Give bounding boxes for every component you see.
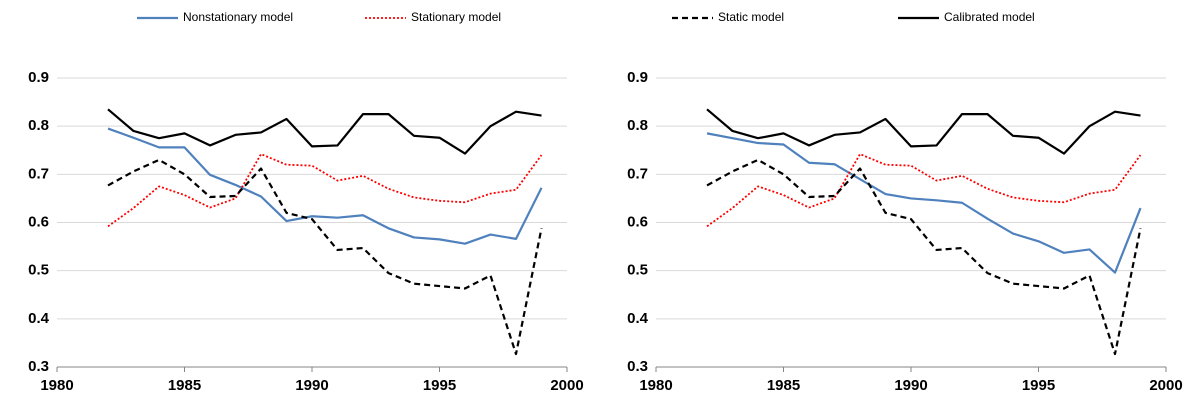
series-line xyxy=(107,153,543,228)
x-tick-label: 2000 xyxy=(1149,377,1182,394)
legend-label: Calibrated model xyxy=(944,10,1035,24)
y-tick-label: 0.5 xyxy=(28,262,49,279)
y-tick-label: 0.7 xyxy=(28,165,49,182)
series-line xyxy=(107,127,543,245)
y-tick-label: 0.3 xyxy=(627,358,648,375)
legend-label: Stationary model xyxy=(411,10,501,24)
legend-label: Nonstationary model xyxy=(183,10,293,24)
y-tick-label: 0.9 xyxy=(28,69,49,86)
x-tick-label: 1985 xyxy=(767,377,800,394)
series-line xyxy=(107,108,542,155)
x-tick-label: 1980 xyxy=(639,377,672,394)
x-tick-label: 2000 xyxy=(550,377,583,394)
x-tick-label: 1995 xyxy=(423,377,456,394)
series-line xyxy=(706,108,1141,155)
x-tick-label: 1990 xyxy=(894,377,927,394)
series-line xyxy=(706,132,1142,274)
y-tick-label: 0.8 xyxy=(28,117,49,134)
y-tick-label: 0.9 xyxy=(627,69,648,86)
x-tick-label: 1995 xyxy=(1022,377,1055,394)
y-tick-label: 0.5 xyxy=(627,262,648,279)
y-tick-label: 0.7 xyxy=(627,165,648,182)
legend-label: Static model xyxy=(718,10,784,24)
x-tick-label: 1990 xyxy=(295,377,328,394)
series-line xyxy=(107,158,543,356)
x-tick-label: 1980 xyxy=(40,377,73,394)
series-line xyxy=(706,158,1142,356)
y-tick-label: 0.6 xyxy=(627,213,648,230)
y-tick-label: 0.8 xyxy=(627,117,648,134)
y-tick-label: 0.4 xyxy=(627,310,649,327)
series-line xyxy=(706,153,1142,228)
y-tick-label: 0.4 xyxy=(28,310,50,327)
x-tick-label: 1985 xyxy=(168,377,201,394)
y-tick-label: 0.6 xyxy=(28,213,49,230)
y-tick-label: 0.3 xyxy=(28,358,49,375)
